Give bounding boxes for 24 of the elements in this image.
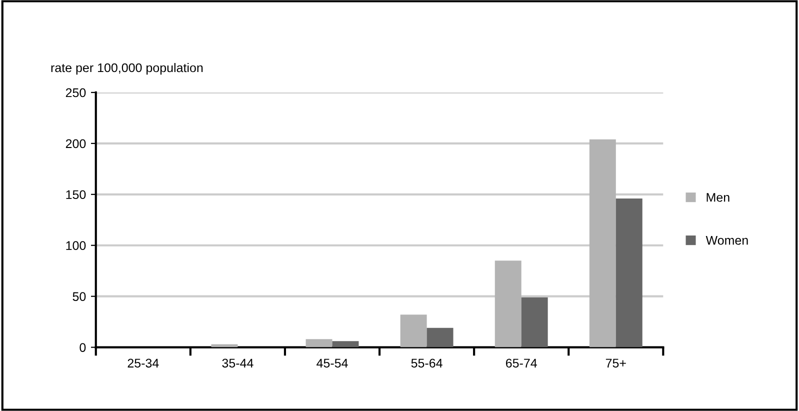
x-tick-label: 25-34: [128, 358, 159, 368]
x-tick-label: 55-64: [411, 358, 442, 368]
x-tick-label: 45-54: [316, 358, 348, 368]
y-tick-label: 200: [66, 139, 86, 148]
y-tick-label: 0: [80, 343, 86, 352]
bar: [332, 341, 359, 348]
bar: [616, 198, 642, 348]
bar: [521, 297, 548, 348]
bar: [589, 139, 616, 348]
x-tick-label: 35-44: [222, 358, 254, 368]
y-tick-label: 100: [66, 241, 86, 250]
y-tick-label: 150: [66, 190, 86, 200]
y-tick-label: 50: [72, 292, 86, 301]
bar: [211, 344, 238, 348]
x-tick-label: 65-74: [506, 358, 537, 368]
legend-label: Men: [706, 193, 730, 202]
legend-label: Women: [706, 236, 748, 245]
bar: [426, 328, 454, 348]
bar: [494, 260, 522, 348]
bar: [400, 314, 427, 348]
y-axis-title: rate per 100,000 population: [51, 62, 203, 75]
bar: [306, 339, 332, 348]
x-tick-label: 75+: [606, 358, 626, 368]
y-tick-label: 250: [66, 88, 86, 98]
